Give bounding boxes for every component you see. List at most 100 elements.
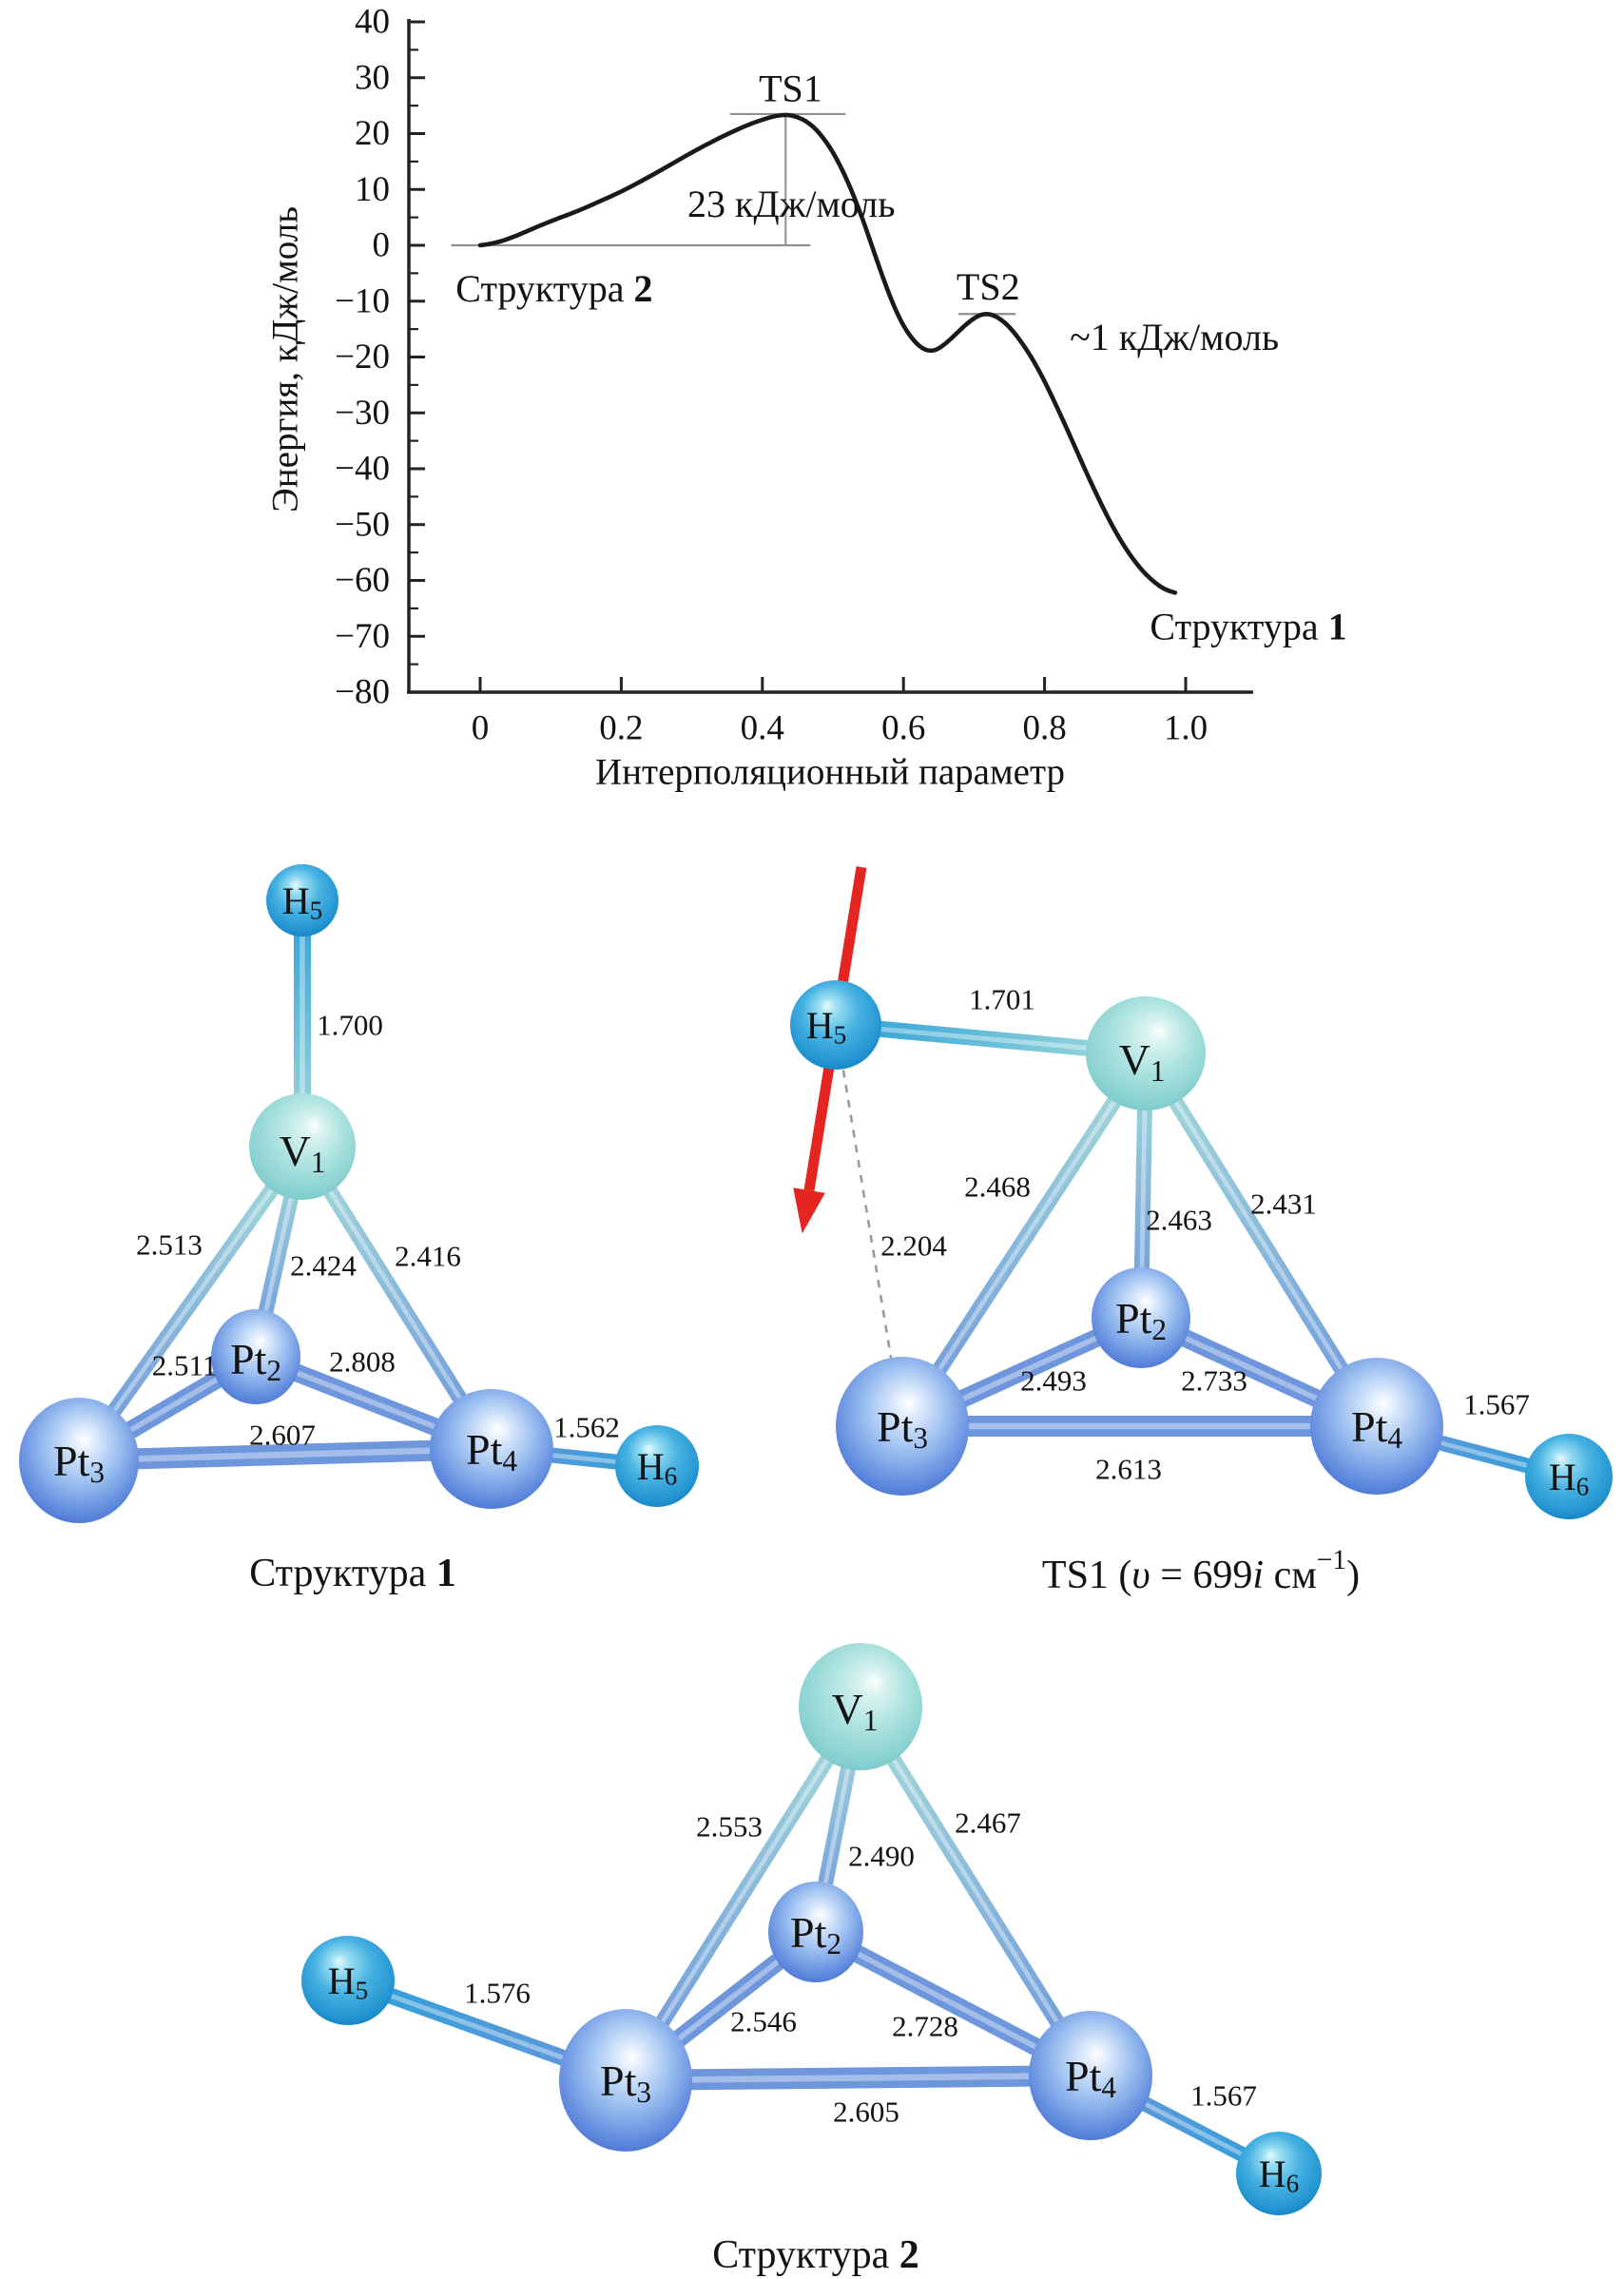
bond-length-V1-Pt2: 2.490 xyxy=(848,1840,915,1873)
atom-v1-sphere xyxy=(1086,996,1206,1111)
structure-2-caption: Структура 2 xyxy=(712,2233,919,2277)
atom-pt4-sphere xyxy=(430,1389,553,1509)
atom-v1-sphere xyxy=(249,1093,356,1200)
energy-curve xyxy=(477,112,1178,595)
atom-h6-label: H6 xyxy=(637,1445,677,1491)
atom-pt3-label: Pt3 xyxy=(53,1437,105,1489)
bond-length-V1-Pt4: 2.416 xyxy=(395,1240,461,1273)
structure-2-chart-label: Структура 2 xyxy=(455,267,652,310)
atom-pt3-sphere xyxy=(836,1357,969,1496)
atom-pt4-label: Pt4 xyxy=(1351,1402,1402,1455)
atom-pt3-label: Pt3 xyxy=(600,2057,651,2109)
atom-pt4-sphere xyxy=(1310,1358,1443,1495)
bond-length-Pt3-Pt4: 2.613 xyxy=(1095,1453,1162,1486)
atom-h5-sphere xyxy=(301,1936,395,2025)
bond-highlight xyxy=(899,1051,1149,1429)
bond-V1-Pt3 xyxy=(895,1046,1153,1434)
bond-length-H5-V1: 1.700 xyxy=(317,1009,383,1042)
bond-length-Pt3-Pt4: 2.605 xyxy=(833,2096,899,2129)
y-tick-label: 40 xyxy=(355,3,390,42)
bond-length-Pt3-Pt2: 2.546 xyxy=(730,2005,797,2038)
atom-h6-label: H6 xyxy=(1259,2153,1299,2198)
bond-Pt3-Pt4 xyxy=(615,2065,1101,2091)
y-tick-label: −60 xyxy=(335,561,390,600)
bond-highlight xyxy=(622,2072,1094,2084)
ts1-label: TS1 xyxy=(759,67,822,109)
atom-pt2-label: Pt2 xyxy=(790,1908,841,1960)
y-tick-label: −20 xyxy=(335,338,390,377)
y-axis-title: Энергия, кДж/моль xyxy=(265,206,306,512)
bond-V1-Pt4 xyxy=(1138,1046,1384,1434)
x-tick-label: 1.0 xyxy=(1164,709,1208,748)
x-tick-label: 0.8 xyxy=(1022,709,1066,748)
atom-h5-label: H5 xyxy=(328,1960,368,2005)
atom-pt3-sphere xyxy=(559,2009,692,2152)
atom-h5-label: H5 xyxy=(806,1004,846,1050)
atom-v1-label: V1 xyxy=(832,1685,879,1737)
y-tick-label: −40 xyxy=(335,450,390,489)
bond-length-Pt3-Pt2: 2.493 xyxy=(1020,1364,1087,1398)
atom-h6-sphere xyxy=(615,1425,699,1507)
bond-length-V1-Pt3: 2.513 xyxy=(136,1228,203,1262)
atom-pt4-label: Pt4 xyxy=(466,1425,517,1477)
barrier-2-label: ~1 кДж/моль xyxy=(1070,316,1279,358)
y-tick-label: −10 xyxy=(335,281,390,320)
bond-highlight xyxy=(1143,1051,1380,1429)
y-tick-label: 0 xyxy=(373,226,391,265)
y-tick-label: 30 xyxy=(355,58,390,97)
atom-v1-label: V1 xyxy=(1119,1035,1166,1088)
bond-length-V1-Pt2: 2.463 xyxy=(1146,1204,1212,1237)
energy-profile-chart: 40 30 20 10 0 −10 −20 −30 −40 −50 −60 −70 −80 0 0.2 0.4… xyxy=(265,3,1347,793)
x-tick-label: 0.6 xyxy=(881,709,925,748)
bond-highlight xyxy=(623,1704,863,2083)
bond-highlight xyxy=(75,1445,495,1464)
bond-length-Pt3-Pt2: 2.511 xyxy=(152,1349,218,1382)
bond-V1-Pt3 xyxy=(71,1139,310,1468)
ts1-structure-caption: TS1 (υ = 699i см−1) xyxy=(1042,1545,1360,1597)
atom-pt3-sphere xyxy=(19,1398,139,1523)
bond-length-V1-Pt4: 2.431 xyxy=(1250,1188,1317,1221)
bond-length-V1-Pt3: 2.553 xyxy=(696,1810,763,1844)
bond-highlight xyxy=(858,1704,1093,2078)
bond-length-Pt4-H6: 1.567 xyxy=(1190,2079,1257,2113)
ts1-structure: H5 V1 Pt2 Pt3 Pt4 H6 1.701 2.468 2.463 2.431 2.493… xyxy=(790,866,1613,1597)
atom-pt3-label: Pt3 xyxy=(877,1402,928,1455)
bond-length-V1-Pt4: 2.467 xyxy=(955,1806,1021,1840)
atom-pt2-sphere xyxy=(211,1309,300,1404)
bond-length-Pt4-H6: 1.567 xyxy=(1463,1388,1530,1421)
bond-length-H5-Pt3: 1.576 xyxy=(464,1977,531,2010)
arrowhead-icon xyxy=(793,1188,825,1234)
atom-h6-sphere xyxy=(1525,1434,1613,1519)
atom-pt2-sphere xyxy=(768,1882,863,1982)
atom-h5-label: H5 xyxy=(282,879,322,925)
y-tick-label: −30 xyxy=(335,394,390,433)
y-tick-label: 20 xyxy=(355,114,390,153)
x-tick-label: 0.2 xyxy=(599,709,643,748)
bond-V1-Pt4 xyxy=(853,1699,1098,2083)
bond-V1-Pt3 xyxy=(618,1699,868,2088)
atom-v1-label: V1 xyxy=(280,1127,326,1179)
molecular-structures: H5 V1 Pt2 Pt3 Pt4 H6 1.700 2.513 2.424 2.416 2.511… xyxy=(19,864,1613,2277)
structure-1-chart-label: Структура 1 xyxy=(1150,605,1346,647)
bond-length-H5-V1: 1.701 xyxy=(969,983,1035,1016)
atom-pt2-label: Pt2 xyxy=(1115,1294,1167,1346)
y-tick-label: −70 xyxy=(335,617,390,656)
atom-h5-sphere xyxy=(790,980,881,1070)
bond-length-Pt2-Pt4: 2.733 xyxy=(1181,1364,1247,1398)
atom-v1-sphere xyxy=(799,1643,922,1770)
x-axis-title: Интерполяционный параметр xyxy=(595,752,1065,793)
bond-Pt3-Pt4 xyxy=(68,1439,502,1471)
atom-pt4-sphere xyxy=(1029,2011,1152,2140)
y-tick-label: −80 xyxy=(335,673,390,712)
x-tick-label: 0.4 xyxy=(741,709,784,748)
atom-h5-sphere xyxy=(266,864,338,937)
bond-length-V1-Pt3: 2.468 xyxy=(964,1170,1031,1204)
ts2-label: TS2 xyxy=(957,265,1020,308)
bond-highlight xyxy=(76,1144,305,1463)
bond-length-Pt4-H6: 1.562 xyxy=(553,1411,620,1444)
atom-h6-label: H6 xyxy=(1549,1456,1589,1501)
bond-length-V1-Pt2: 2.424 xyxy=(290,1249,357,1283)
atom-pt4-label: Pt4 xyxy=(1065,2052,1116,2104)
bond-length-H5-Pt3: 2.204 xyxy=(880,1229,947,1263)
